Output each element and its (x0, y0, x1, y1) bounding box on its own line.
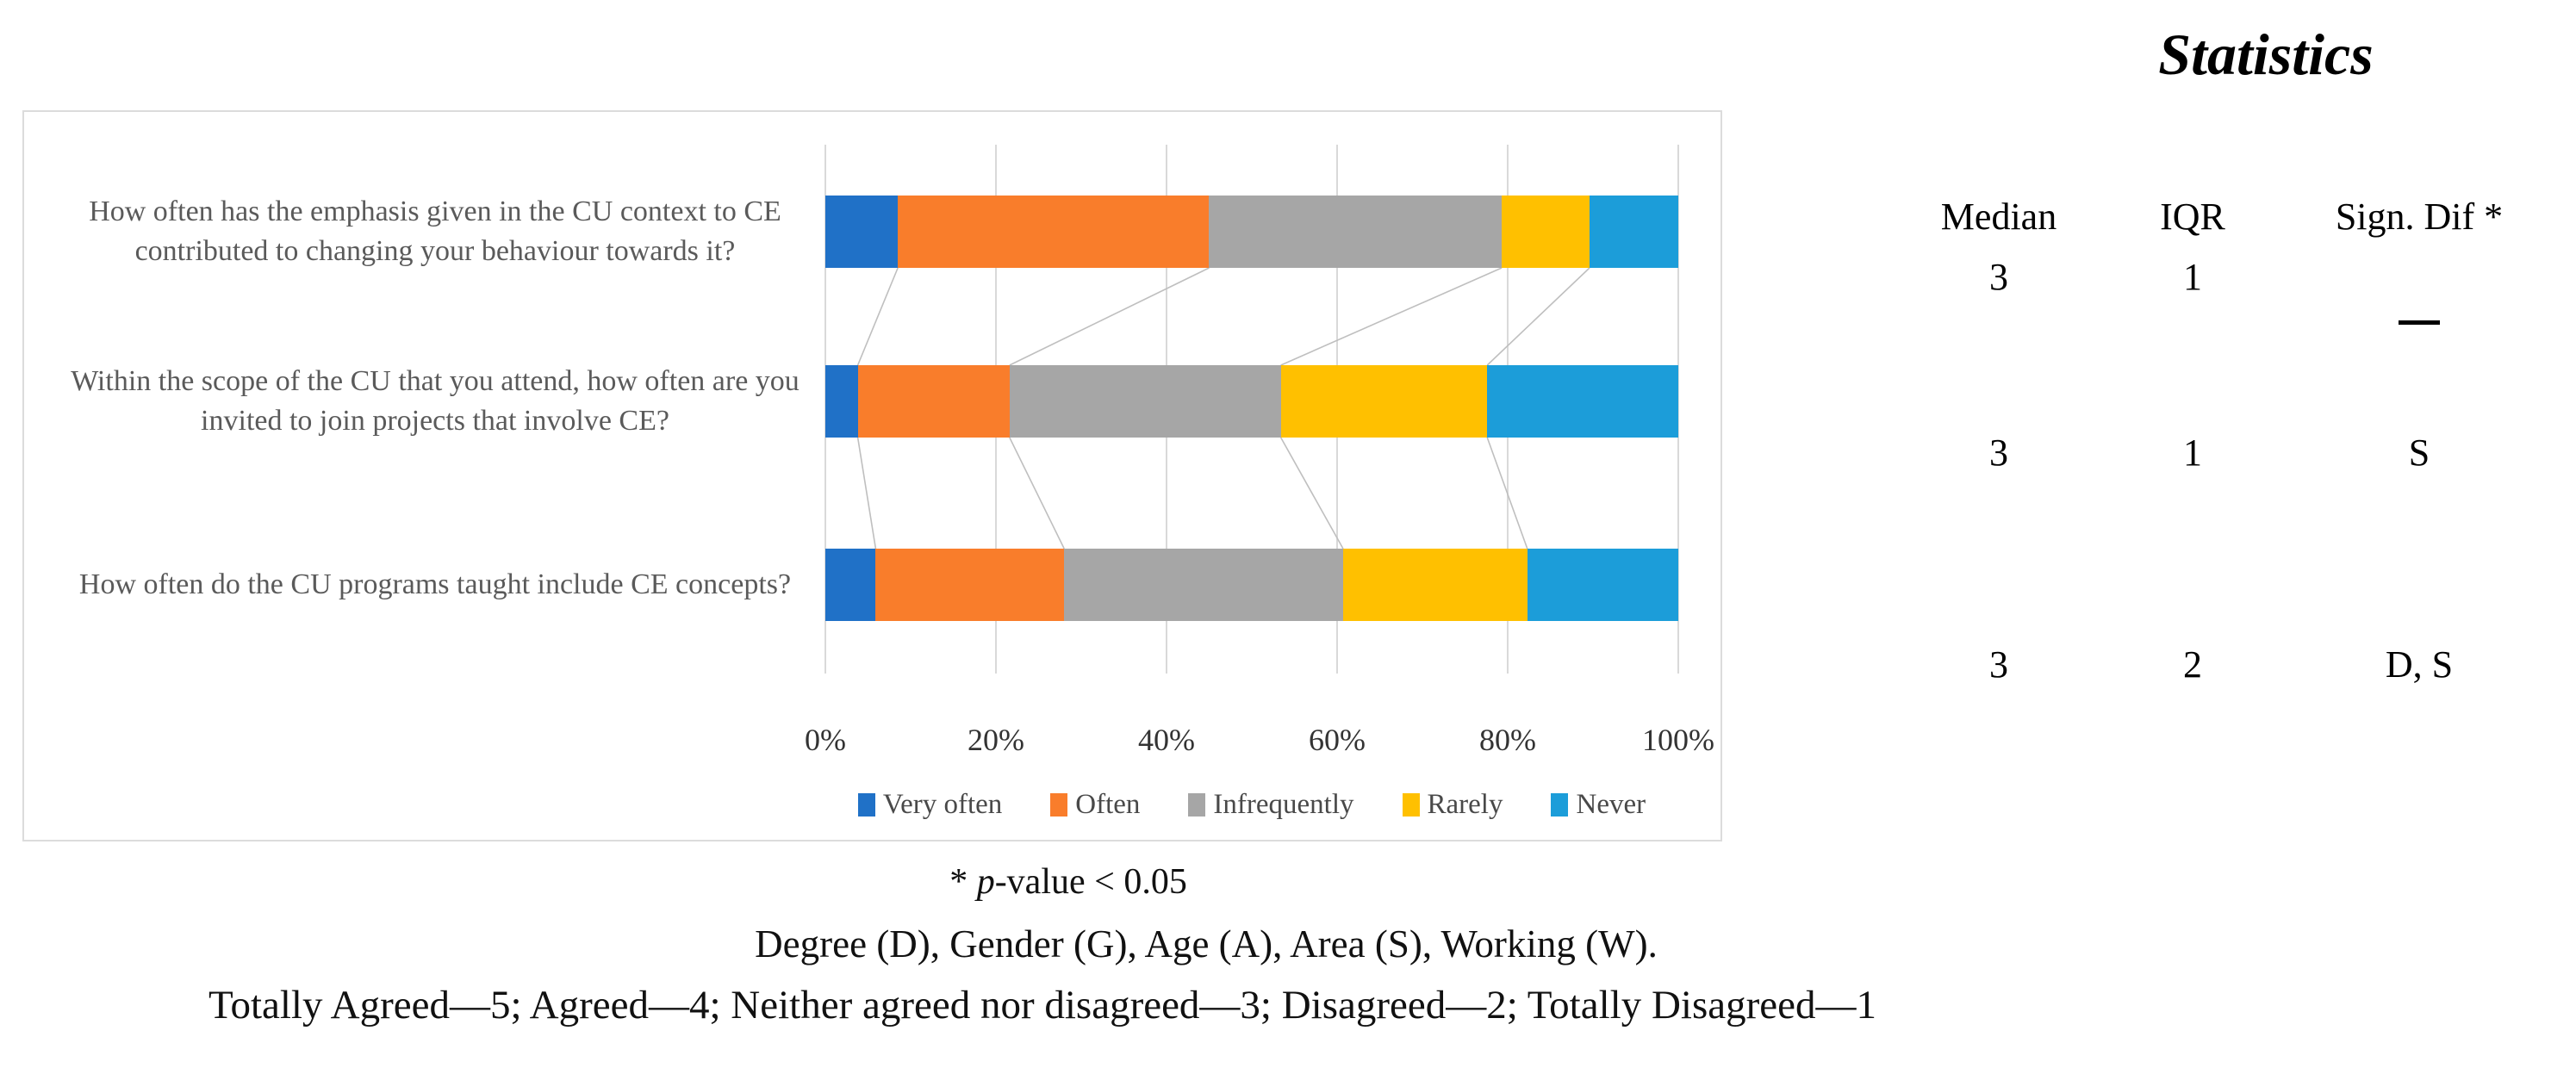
x-axis-tick: 60% (1309, 723, 1366, 757)
legend-swatch-icon (1402, 793, 1420, 817)
stats-sig-dif-value: D, S (2385, 643, 2454, 686)
bar-segment-often (898, 196, 1210, 268)
stats-no-difference-rule (2399, 320, 2440, 325)
legend-swatch-icon (1188, 793, 1206, 817)
bar-row (825, 196, 1678, 268)
stats-column-header: IQR (2160, 196, 2225, 238)
bar-segment-never (1527, 549, 1678, 621)
footnote-pvalue-star: * (949, 862, 977, 902)
legend-label: Very often (882, 789, 1003, 820)
footnote-group-keys: Degree (D), Gender (G), Age (A), Area (S… (755, 922, 1658, 966)
legend-label: Infrequently (1213, 789, 1354, 820)
statistics-panel: Statistics Median IQR Sign. Dif * 3 1 3 1 S 3 2 D… (1852, 0, 2576, 861)
statistics-title: Statistics (2158, 22, 2374, 87)
bar-segment-very-often (825, 196, 899, 268)
bar-segment-very-often (825, 365, 858, 438)
x-axis-tick: 0% (805, 723, 846, 757)
stats-iqr-value: 2 (2183, 643, 2202, 686)
legend-item: Rarely (1402, 789, 1503, 821)
bar-segment-infrequently (1064, 549, 1343, 621)
bar-segment-rarely (1502, 196, 1590, 268)
legend-item: Often (1050, 789, 1140, 821)
gridline (1677, 145, 1679, 674)
legend-label: Never (1576, 789, 1646, 820)
bar-segment-rarely (1342, 549, 1528, 621)
stats-sig-dif-value: S (2408, 432, 2430, 474)
footnote-pvalue: * p-value < 0.05 (0, 861, 2137, 903)
legend-label: Often (1075, 789, 1141, 820)
bar-segment-very-often (825, 549, 876, 621)
bar-segment-infrequently (1209, 196, 1503, 268)
legend-item: Very often (857, 789, 1003, 821)
legend-item: Infrequently (1188, 789, 1354, 821)
chart-legend: Very often Often Infrequently Rarely Never (825, 789, 1678, 821)
bar-row (825, 365, 1678, 438)
footnote-pvalue-p: p (976, 862, 995, 902)
bar-segment-never (1487, 365, 1678, 438)
bar-segment-never (1590, 196, 1678, 268)
x-axis-tick: 20% (968, 723, 1024, 757)
bar-segment-often (875, 549, 1065, 621)
x-axis-tick: 100% (1642, 723, 1714, 757)
bar-row (825, 549, 1678, 621)
legend-label: Rarely (1427, 789, 1503, 820)
stats-column-header: Median (1940, 196, 2057, 238)
legend-item: Never (1551, 789, 1646, 821)
x-axis-tick: 40% (1138, 723, 1195, 757)
footnote-pvalue-rest: -value < 0.05 (994, 862, 1187, 902)
bar-segment-rarely (1280, 365, 1488, 438)
category-label: How often do the CU programs taught incl… (78, 568, 792, 600)
category-label: Within the scope of the CU that you atte… (71, 365, 800, 437)
legend-swatch-icon (857, 793, 875, 817)
stats-iqr-value: 1 (2183, 256, 2202, 298)
category-label: How often has the emphasis given in the … (89, 196, 781, 267)
stats-column-header: Sign. Dif * (2335, 196, 2504, 238)
bar-segment-often (857, 365, 1010, 438)
x-axis-tick: 80% (1479, 723, 1536, 757)
legend-swatch-icon (1050, 793, 1068, 817)
footnote-likert-scale: Totally Agreed—5; Agreed—4; Neither agre… (208, 983, 1876, 1028)
legend-swatch-icon (1551, 793, 1569, 817)
bar-segment-infrequently (1009, 365, 1281, 438)
stats-median-value: 3 (1989, 432, 2008, 474)
stats-median-value: 3 (1989, 643, 2008, 686)
stats-median-value: 3 (1989, 256, 2008, 298)
stats-iqr-value: 1 (2183, 432, 2202, 474)
